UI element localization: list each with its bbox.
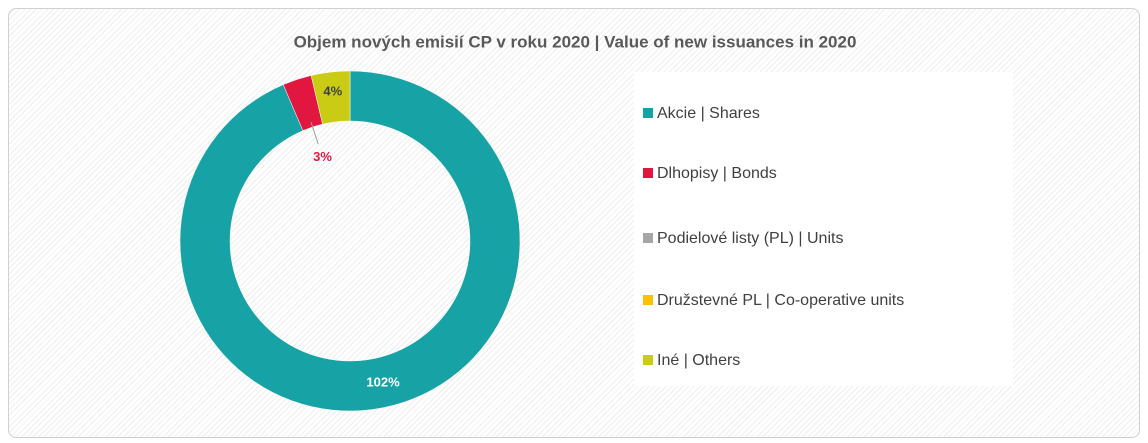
leader-line xyxy=(310,122,319,145)
legend-swatch xyxy=(643,355,653,365)
legend-box xyxy=(634,72,1013,386)
chart-title: Objem nových emisií CP v roku 2020 | Val… xyxy=(294,32,857,51)
legend-label: Dlhopisy | Bonds xyxy=(657,165,777,182)
legend-swatch xyxy=(643,168,653,178)
legend-label: Podielové listy (PL) | Units xyxy=(657,230,843,247)
legend-swatch xyxy=(643,233,653,243)
data-label: 4% xyxy=(323,83,342,98)
donut-slice xyxy=(310,70,351,125)
legend-label: Iné | Others xyxy=(657,352,740,369)
legend-label: Akcie | Shares xyxy=(657,105,760,122)
legend-swatch xyxy=(643,108,653,118)
data-label: 102% xyxy=(366,374,400,389)
legend-swatch xyxy=(643,295,653,305)
data-label: 3% xyxy=(313,149,332,164)
donut-slice xyxy=(179,70,521,412)
legend-label: Družstevné PL | Co-operative units xyxy=(657,292,904,309)
